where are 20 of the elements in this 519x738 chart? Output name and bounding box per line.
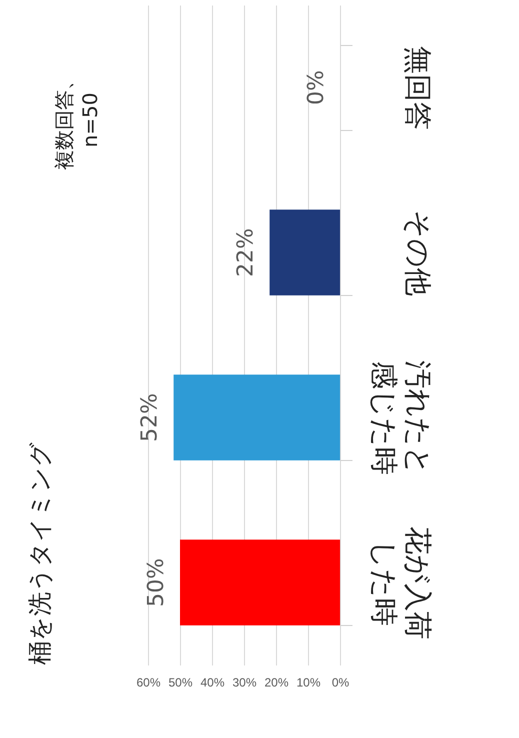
x-tick-label: 60% — [136, 676, 161, 690]
bar — [180, 540, 340, 626]
data-label: 52% — [138, 393, 163, 442]
bar — [270, 210, 340, 296]
data-label: 50% — [144, 558, 169, 607]
x-tick-label: 50% — [168, 676, 193, 690]
x-tick-label: 40% — [200, 676, 225, 690]
text: 複数回答、n=50 — [52, 70, 102, 170]
y-tick-label: 花が入荷した時 — [368, 526, 434, 640]
x-tick-label: 10% — [296, 676, 321, 690]
y-tick-label: その他 — [402, 210, 434, 296]
text: 桶を洗うタイミング — [26, 442, 54, 665]
y-tick-label: 汚れたと感じた時 — [368, 360, 434, 476]
x-tick-label: 20% — [264, 676, 289, 690]
x-tick-label: 30% — [232, 676, 257, 690]
data-label: 22% — [234, 228, 259, 277]
y-tick-label: 無回答 — [402, 46, 434, 130]
x-tick-label: 0% — [332, 676, 350, 690]
bar — [174, 374, 340, 460]
data-label: 0% — [304, 70, 329, 105]
